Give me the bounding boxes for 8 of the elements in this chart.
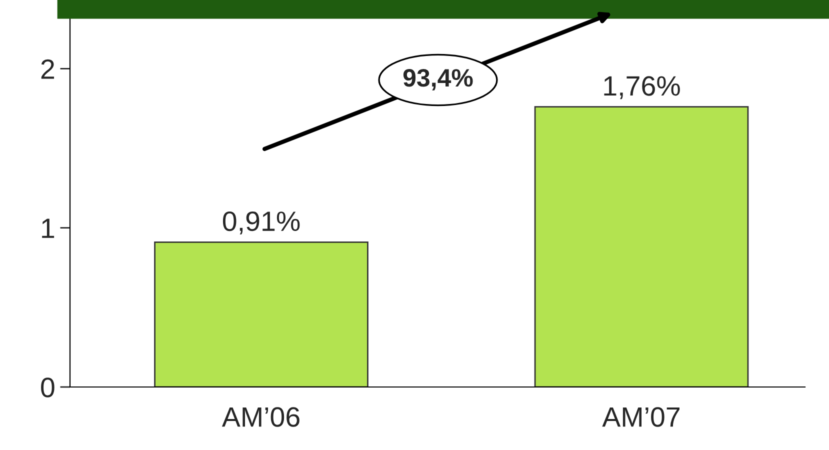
data-label: 1,76% — [604, 76, 680, 100]
y-tick-label: 2 — [41, 59, 54, 79]
annotation: 93,4% — [403, 69, 473, 90]
data-label: 0,91% — [222, 211, 300, 234]
y-tick-label: 1 — [42, 218, 54, 238]
y-tick-label: 0 — [41, 378, 54, 398]
x-tick-label: AM’07 — [602, 407, 680, 427]
x-tick-label: AM’06 — [222, 407, 300, 427]
